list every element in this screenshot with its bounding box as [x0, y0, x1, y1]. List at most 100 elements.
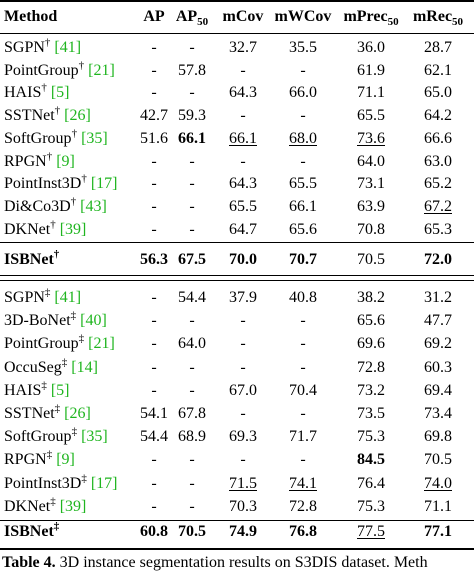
value-cell: 67.5: [160, 249, 224, 271]
citation: [41]: [54, 289, 82, 306]
value: -: [151, 451, 157, 469]
value-cell: 71.7: [271, 426, 335, 448]
value-cell: 66.1: [211, 128, 275, 150]
value: -: [240, 61, 246, 79]
method-cell: DKNet† [39]: [4, 219, 86, 241]
caption: Table 4. 3D instance segmentation result…: [2, 554, 428, 572]
method-mark: ‡: [54, 402, 61, 415]
method-mark: †: [81, 172, 87, 185]
citation: [21]: [88, 335, 115, 353]
value-cell: -: [211, 105, 275, 127]
header-cell: AP50: [160, 6, 224, 28]
method-cell: RPGN‡ [9]: [4, 449, 75, 471]
value: 65.5: [289, 175, 317, 193]
value: -: [151, 335, 157, 353]
value-cell: -: [271, 403, 335, 425]
method-name: 3D-BoNet: [4, 312, 71, 330]
value-cell: 68.9: [160, 426, 224, 448]
value: 71.1: [357, 84, 385, 102]
value: 73.4: [424, 405, 452, 422]
value: -: [300, 152, 306, 170]
value: 63.0: [424, 152, 452, 170]
header-text: mWCov: [274, 8, 332, 25]
value: 65.2: [424, 175, 452, 193]
value-cell: 61.9: [339, 60, 403, 82]
value-cell: 71.5: [211, 473, 275, 495]
value: -: [189, 220, 195, 238]
method-cell: SSTNet‡ [26]: [4, 403, 91, 425]
value: 66.1: [229, 129, 257, 147]
value: -: [189, 84, 195, 102]
value: 65.6: [357, 312, 385, 330]
citation: [14]: [71, 358, 98, 376]
value: 67.8: [178, 405, 206, 422]
value-cell: 64.3: [211, 173, 275, 195]
value: 66.6: [424, 129, 452, 147]
value-cell: -: [122, 310, 186, 332]
value-cell: 64.2: [406, 105, 470, 127]
citation: [9]: [56, 152, 75, 170]
method-name: SSTNet: [4, 405, 55, 422]
value-cell: -: [122, 449, 186, 471]
value: 37.9: [229, 289, 257, 306]
value-cell: 64.7: [211, 219, 275, 241]
citation: [21]: [88, 61, 115, 79]
value-cell: -: [160, 496, 224, 518]
value: 75.3: [357, 428, 385, 446]
value-cell: -: [271, 151, 335, 173]
value: 36.0: [357, 39, 385, 56]
value-cell: 65.5: [271, 173, 335, 195]
value: -: [189, 381, 195, 399]
value: 70.4: [289, 381, 317, 399]
value-cell: -: [211, 310, 275, 332]
method-mark: †: [46, 150, 53, 163]
value-cell: -: [160, 380, 224, 402]
method-name: SGPN: [4, 289, 45, 306]
value: -: [189, 358, 195, 376]
value-cell: -: [211, 333, 275, 355]
value-cell: -: [160, 310, 224, 332]
value-cell: -: [122, 60, 186, 82]
value-cell: -: [271, 105, 335, 127]
method-mark: ‡: [71, 425, 78, 438]
method-name: ISBNet: [4, 251, 54, 268]
value: -: [151, 175, 157, 193]
method-name: RPGN: [4, 451, 47, 469]
value: 65.5: [357, 107, 385, 125]
method-mark: ‡: [46, 449, 53, 462]
value-cell: 47.7: [406, 310, 470, 332]
value: 59.3: [178, 107, 206, 125]
method-name: SoftGroup: [4, 129, 72, 147]
method-cell: SSTNet† [26]: [4, 105, 91, 127]
section-rule: [0, 275, 474, 276]
value: 67.5: [178, 251, 206, 268]
value: 66.1: [289, 197, 317, 215]
value: 75.3: [357, 497, 385, 515]
value-cell: 54.4: [160, 287, 224, 309]
value: 69.6: [357, 335, 385, 353]
value-cell: 65.3: [406, 219, 470, 241]
value: 65.0: [424, 84, 452, 102]
value-cell: 73.1: [339, 173, 403, 195]
value-cell: 66.6: [406, 128, 470, 150]
value: 69.4: [424, 381, 452, 399]
value-cell: 35.5: [271, 37, 335, 59]
method-cell: SGPN† [41]: [4, 37, 81, 59]
header-text: Method: [4, 8, 58, 25]
value-cell: -: [122, 82, 186, 104]
value: 64.2: [424, 107, 452, 125]
value: 73.5: [357, 405, 385, 422]
value-cell: -: [122, 287, 186, 309]
value: 32.7: [229, 39, 257, 56]
value-cell: 66.0: [271, 82, 335, 104]
method-cell: Di&Co3D† [43]: [4, 196, 107, 218]
value-cell: -: [122, 173, 186, 195]
method-cell: PointInst3D† [17]: [4, 173, 118, 195]
method-cell: HAIS‡ [5]: [4, 380, 70, 402]
value-cell: -: [271, 333, 335, 355]
value: 31.2: [424, 289, 452, 306]
value-cell: -: [122, 496, 186, 518]
value: 70.0: [229, 251, 257, 268]
value-cell: -: [211, 357, 275, 379]
value-cell: 69.3: [211, 426, 275, 448]
